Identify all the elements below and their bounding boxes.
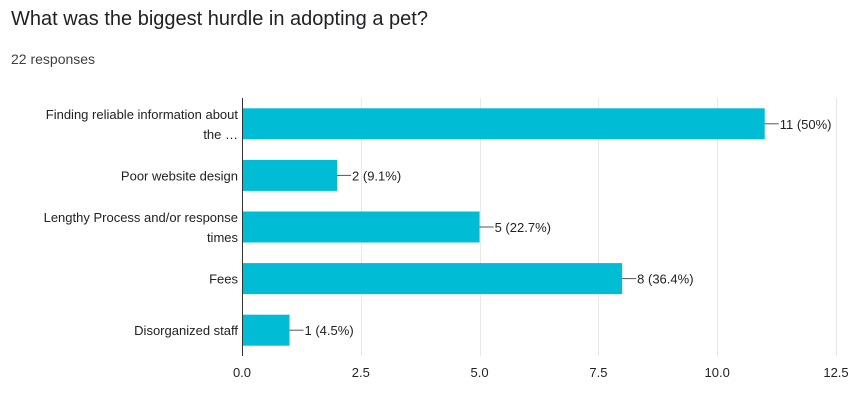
bar bbox=[242, 108, 765, 140]
data-label: 2 (9.1%) bbox=[352, 168, 401, 183]
data-label: 8 (36.4%) bbox=[637, 272, 693, 287]
data-label: 5 (22.7%) bbox=[495, 220, 551, 235]
labels: 0.0 2.5 5.0 7.5 10.0 12.5 11 (50%) Finding reli… bbox=[44, 107, 849, 380]
category-label: Fees bbox=[209, 272, 238, 287]
category-label: Lengthy Process and/or response bbox=[44, 210, 238, 225]
bar bbox=[242, 159, 338, 191]
category-label: Disorganized staff bbox=[134, 323, 238, 338]
category-label: the … bbox=[203, 127, 238, 142]
x-tick-label: 12.5 bbox=[823, 365, 848, 380]
bar bbox=[242, 314, 290, 346]
x-tick-label: 10.0 bbox=[705, 365, 730, 380]
data-label: 11 (50%) bbox=[780, 117, 832, 132]
bars bbox=[242, 108, 779, 346]
category-label: Finding reliable information about bbox=[46, 107, 239, 122]
data-label: 1 (4.5%) bbox=[305, 323, 354, 338]
category-label: Poor website design bbox=[121, 168, 238, 183]
category-label: times bbox=[207, 230, 239, 245]
response-count: 22 responses bbox=[11, 51, 96, 67]
x-tick-label: 5.0 bbox=[471, 365, 489, 380]
x-tick-label: 0.0 bbox=[233, 365, 251, 380]
bar bbox=[242, 211, 480, 243]
x-tick-label: 2.5 bbox=[352, 365, 370, 380]
x-tick-label: 7.5 bbox=[589, 365, 607, 380]
question-title: What was the biggest hurdle in adopting … bbox=[11, 8, 428, 30]
bar bbox=[242, 263, 623, 295]
